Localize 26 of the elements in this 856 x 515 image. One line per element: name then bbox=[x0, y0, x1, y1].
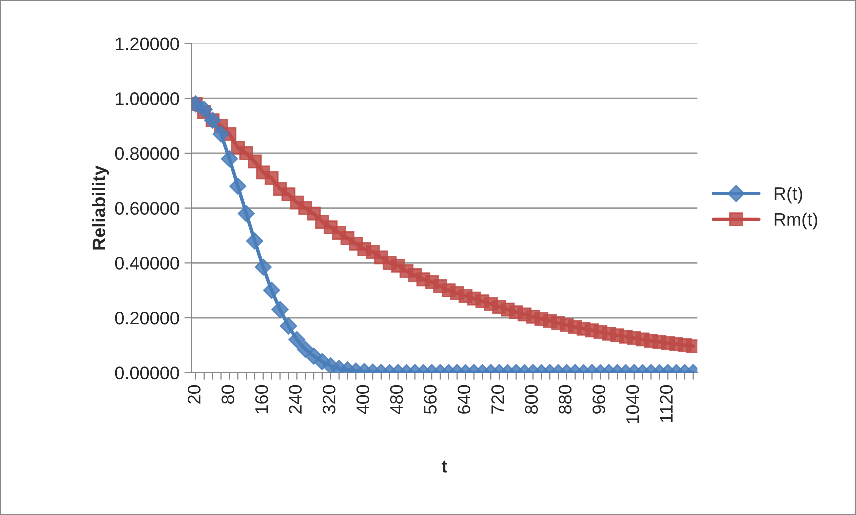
x-axis-title: t bbox=[442, 460, 448, 473]
y-tick-label: 0.00000 bbox=[115, 366, 180, 380]
x-tick-label: 800 bbox=[525, 385, 538, 414]
x-tick-label: 960 bbox=[592, 385, 606, 414]
x-tick-label: 1120 bbox=[660, 385, 673, 422]
x-tick-label: 640 bbox=[458, 385, 471, 414]
x-tick-label: 320 bbox=[322, 385, 336, 414]
x-tick-label: 160 bbox=[255, 385, 268, 414]
y-tick-label: 0.60000 bbox=[115, 202, 180, 216]
y-tick-label: 0.20000 bbox=[115, 312, 180, 325]
y-tick-label: 1.20000 bbox=[116, 38, 180, 50]
y-tick-label: 0.80000 bbox=[115, 147, 180, 160]
x-tick-label: 20 bbox=[188, 385, 201, 404]
x-tick-label: 480 bbox=[390, 385, 404, 414]
x-tick-label: 560 bbox=[424, 385, 437, 414]
x-tick-label: 880 bbox=[559, 385, 572, 414]
y-tick-label: 1.00000 bbox=[116, 92, 180, 106]
x-tick-label: 720 bbox=[492, 385, 504, 414]
x-tick-label: 80 bbox=[222, 385, 235, 404]
legend-label: Rm(t) bbox=[774, 212, 818, 230]
legend-label: R(t) bbox=[774, 186, 802, 204]
x-tick-label: 1040 bbox=[626, 385, 640, 424]
x-tick-label: 240 bbox=[289, 385, 302, 414]
y-tick-label: 0.40000 bbox=[115, 257, 180, 270]
y-axis-title: Reliability bbox=[92, 166, 110, 250]
x-tick-label: 400 bbox=[356, 385, 370, 414]
